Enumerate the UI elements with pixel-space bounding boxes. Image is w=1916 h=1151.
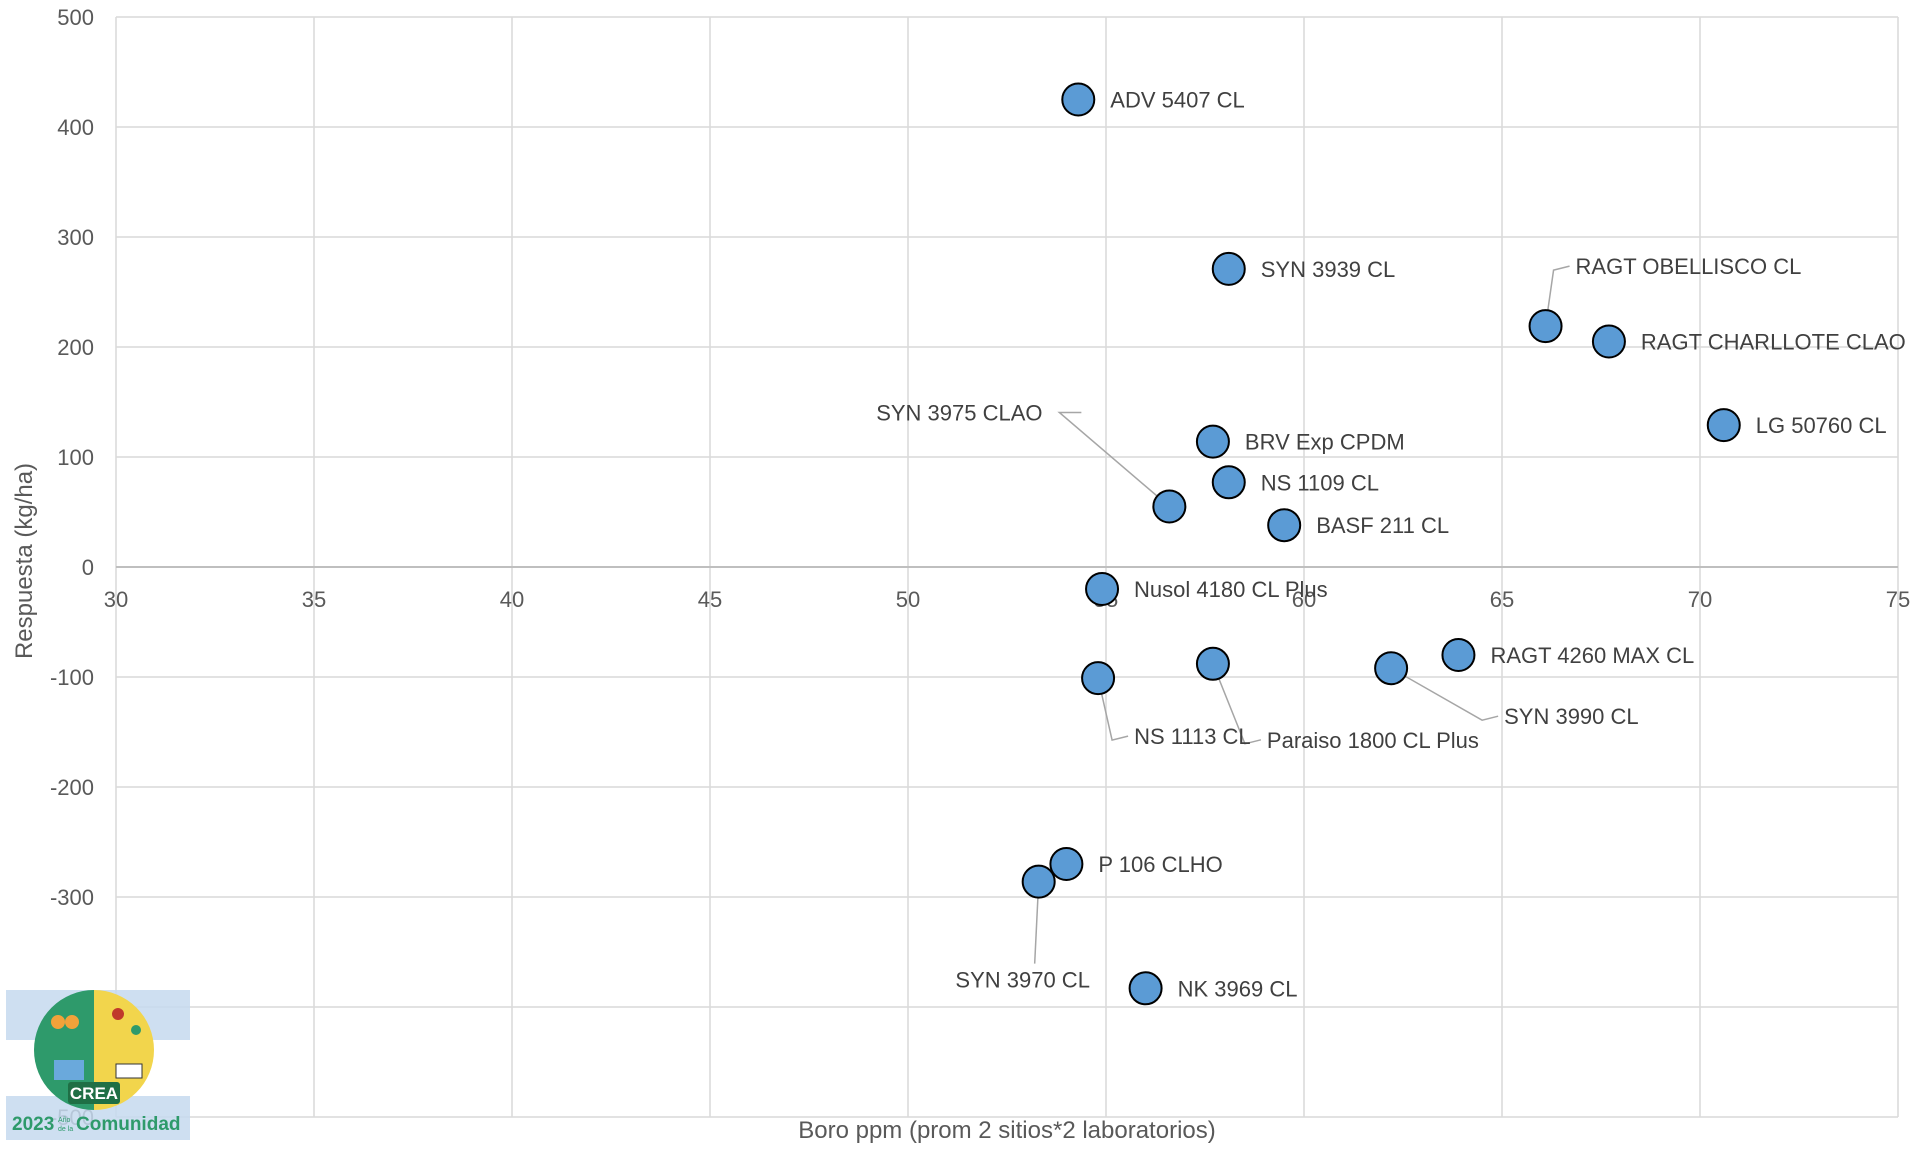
y-tick-label: 300 — [57, 225, 94, 250]
y-axis-title: Respuesta (kg/ha) — [11, 463, 38, 659]
data-label: Nusol 4180 CL Plus — [1134, 577, 1328, 602]
x-tick-label: 60 — [1292, 587, 1316, 612]
data-label: BRV Exp CPDM — [1245, 430, 1405, 455]
axes: 303540455055606570755004003002001000-100… — [50, 5, 1910, 1130]
data-point — [1528, 309, 1563, 344]
y-tick-label: 200 — [57, 335, 94, 360]
data-label: NS 1109 CL — [1261, 470, 1379, 495]
crea-2023-logo: CREA 2023 Año de la Comunidad — [6, 990, 190, 1146]
data-point — [1195, 424, 1230, 459]
data-point — [1211, 465, 1246, 500]
data-point — [1267, 508, 1302, 543]
data-label: ADV 5407 CL — [1110, 88, 1245, 113]
data-point — [1081, 661, 1116, 696]
data-point — [1021, 864, 1056, 899]
x-tick-label: 75 — [1886, 587, 1910, 612]
y-tick-label: -200 — [50, 775, 94, 800]
svg-text:de la: de la — [58, 1126, 73, 1133]
data-point — [1195, 646, 1230, 681]
y-tick-label: 0 — [82, 555, 94, 580]
data-label: RAGT CHARLLOTE CLAO — [1641, 330, 1906, 355]
data-label: SYN 3939 CL — [1261, 257, 1396, 282]
leader-line — [1544, 265, 1570, 327]
data-point — [1061, 82, 1096, 117]
data-point — [1211, 251, 1246, 286]
leader-line — [1390, 667, 1499, 722]
data-label: P 106 CLHO — [1098, 852, 1222, 877]
y-tick-label: 500 — [57, 5, 94, 30]
y-tick-label: -300 — [50, 885, 94, 910]
leader-line — [1057, 411, 1170, 508]
svg-text:2023: 2023 — [12, 1114, 54, 1135]
data-point — [1128, 971, 1163, 1006]
svg-text:Año: Año — [58, 1117, 71, 1124]
x-tick-label: 70 — [1688, 587, 1712, 612]
x-tick-label: 65 — [1490, 587, 1514, 612]
data-point — [1085, 572, 1120, 606]
point-labels: ADV 5407 CL SYN 3939 CL RAGT OBELLISCO CL R… — [876, 88, 1906, 1002]
y-tick-label: 100 — [57, 445, 94, 470]
x-tick-label: 30 — [104, 587, 128, 612]
data-label: LG 50760 CL — [1756, 413, 1887, 438]
data-point — [1374, 651, 1409, 686]
data-label: Paraiso 1800 CL Plus — [1267, 728, 1479, 753]
leader-line — [1212, 663, 1262, 745]
svg-text:CREA: CREA — [70, 1084, 118, 1103]
y-tick-label: -100 — [50, 665, 94, 690]
data-point — [1152, 489, 1187, 524]
x-tick-label: 35 — [302, 587, 326, 612]
data-point — [1591, 324, 1626, 359]
data-label: SYN 3970 CL — [955, 968, 1090, 993]
data-point — [1706, 408, 1741, 443]
data-label: NK 3969 CL — [1178, 976, 1298, 1001]
x-tick-label: 45 — [698, 587, 722, 612]
data-point — [1441, 638, 1476, 672]
data-label: RAGT 4260 MAX CL — [1490, 643, 1694, 668]
y-tick-label: 400 — [57, 115, 94, 140]
data-label: NS 1113 CL — [1134, 724, 1251, 749]
leader-line — [1097, 677, 1129, 742]
x-tick-label: 40 — [500, 587, 524, 612]
data-point — [1049, 847, 1084, 881]
data-points — [1021, 82, 1741, 1006]
data-label: BASF 211 CL — [1316, 513, 1449, 538]
data-label: SYN 3990 CL — [1504, 704, 1639, 729]
x-axis-title: Boro ppm (prom 2 sitios*2 laboratorios) — [798, 1117, 1216, 1144]
data-label: SYN 3975 CLAO — [876, 401, 1042, 426]
svg-text:Comunidad: Comunidad — [76, 1114, 181, 1135]
data-label: RAGT OBELLISCO CL — [1576, 254, 1802, 279]
x-tick-label: 50 — [896, 587, 920, 612]
